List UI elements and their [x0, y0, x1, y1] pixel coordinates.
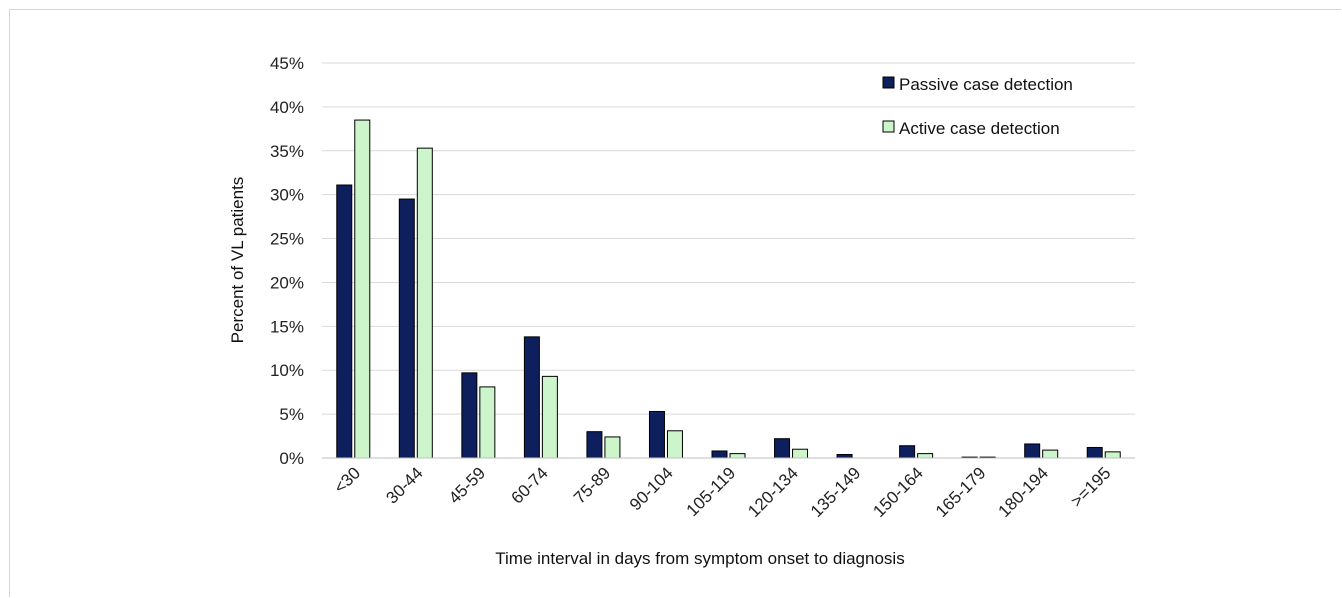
x-tick-label: 75-89 [570, 463, 614, 507]
y-axis-ticks: 0% 5% 10% 15% 20% 25% 30% 35% 40% 45% [270, 54, 304, 468]
gridlines [322, 62, 1135, 415]
bar-active [541, 375, 558, 459]
bar-passive [774, 438, 791, 459]
bar-active [729, 453, 746, 459]
bar-active [917, 453, 934, 459]
y-tick-label: 45% [270, 54, 304, 73]
x-tick-label: 180-194 [994, 463, 1052, 521]
legend-label-passive: Passive case detection [899, 75, 1073, 94]
bar-passive [398, 198, 415, 459]
x-tick-label: 90-104 [626, 463, 677, 514]
x-tick-label: 60-74 [508, 463, 552, 507]
bar-passive [523, 336, 540, 459]
bar-passive [899, 445, 916, 459]
bar-passive [336, 184, 353, 459]
x-tick-label: 45-59 [445, 463, 489, 507]
bar-passive [461, 372, 478, 459]
x-tick-label: 150-164 [869, 463, 927, 521]
x-tick-label: >=195 [1067, 463, 1115, 511]
bar-active [666, 430, 683, 459]
y-tick-label: 40% [270, 98, 304, 117]
bar-active [604, 436, 621, 459]
y-tick-label: 0% [279, 449, 304, 468]
y-tick-label: 35% [270, 142, 304, 161]
bar-active [354, 119, 371, 459]
bar-passive [648, 410, 665, 459]
legend-label-active: Active case detection [899, 119, 1060, 138]
x-tick-label: 135-149 [807, 463, 865, 521]
bar-active [1042, 449, 1059, 459]
bar-passive [711, 450, 728, 459]
bar-active [792, 448, 809, 459]
x-tick-label: 120-134 [744, 463, 802, 521]
y-tick-label: 30% [270, 186, 304, 205]
y-axis-title: Percent of VL patients [228, 177, 247, 344]
y-tick-label: 5% [279, 405, 304, 424]
x-tick-label: 165-179 [932, 463, 990, 521]
bar-passive [836, 453, 853, 459]
y-tick-label: 10% [270, 361, 304, 380]
bar-passive [1024, 443, 1041, 459]
x-tick-label: <30 [330, 463, 364, 497]
bars [336, 119, 1121, 459]
y-tick-label: 20% [270, 273, 304, 292]
x-axis-title: Time interval in days from symptom onset… [495, 549, 904, 568]
bar-passive [1086, 446, 1103, 459]
legend-swatch-passive [882, 76, 895, 89]
y-tick-label: 15% [270, 317, 304, 336]
x-tick-label: 105-119 [683, 463, 740, 520]
legend-swatch-active [882, 120, 895, 133]
legend: Passive case detection Active case detec… [882, 75, 1073, 138]
bar-active [479, 386, 496, 459]
y-tick-label: 25% [270, 230, 304, 249]
x-axis-ticks: <30 30-44 45-59 60-74 75-89 90-104 105-119 120-… [330, 463, 1114, 521]
x-tick-label: 30-44 [382, 463, 426, 507]
bar-active [416, 147, 433, 459]
bar-passive [586, 431, 603, 459]
bar-active [1104, 451, 1121, 459]
